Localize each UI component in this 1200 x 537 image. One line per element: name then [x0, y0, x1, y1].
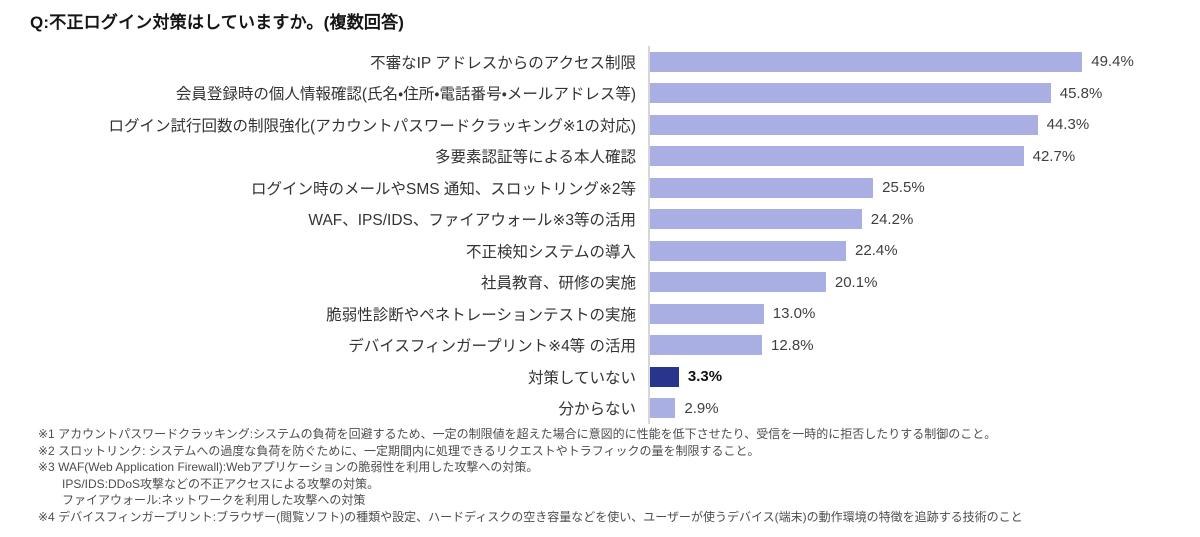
category-label: 多要素認証等による本人確認 — [434, 149, 636, 167]
bar-track: 12.8% — [648, 329, 1200, 361]
category-label: 不正検知システムの導入 — [465, 243, 636, 261]
bar-track: 20.1% — [648, 266, 1200, 298]
footnote-line: ※3 WAF(Web Application Firewall):Webアプリケ… — [38, 460, 539, 474]
category-label: 分からない — [558, 401, 636, 419]
value-label: 45.8% — [1059, 84, 1103, 102]
bar-track: 3.3% — [648, 361, 1200, 393]
bar-track: 24.2% — [648, 203, 1200, 235]
value-label: 13.0% — [772, 305, 816, 323]
bar-track: 42.7% — [648, 140, 1200, 172]
bar — [650, 272, 826, 293]
category-label: 会員登録時の個人情報確認(氏名・住所・電話番号・メールアドレス等) — [175, 86, 636, 104]
bar — [650, 146, 1024, 167]
bar-track: 25.5% — [648, 172, 1200, 204]
chart-row: 分からない 2.9% — [0, 392, 1200, 424]
value-label: 42.7% — [1032, 147, 1076, 165]
bar — [650, 83, 1051, 104]
bar-track: 22.4% — [648, 235, 1200, 267]
bar — [650, 398, 676, 419]
value-label: 49.4% — [1091, 53, 1134, 71]
chart-row: 対策していない 3.3% — [0, 361, 1200, 393]
footnote-line: ※2 スロットリンク: システムへの過度な負荷を防ぐために、一定期間内に処理でき… — [38, 443, 760, 458]
chart-row: ログイン時のメールやSMS 通知、スロットリング※2等 25.5% — [0, 172, 1200, 204]
chart-row: 社員教育、研修の実施 20.1% — [0, 266, 1200, 298]
category-label: 対策していない — [527, 369, 636, 387]
bar-track: 45.8% — [648, 77, 1200, 109]
bar — [650, 335, 762, 356]
bar-chart: 不審なIP アドレスからのアクセス制限 49.4% 会員登録時の個人情報確認(氏名・… — [0, 46, 1200, 424]
value-label: 44.3% — [1046, 116, 1090, 134]
category-label: ログイン試行回数の制限強化(アカウントパスワードクラッキング※1の対応) — [108, 117, 636, 135]
category-label: ログイン時のメールやSMS 通知、スロットリング※2等 — [250, 180, 636, 198]
chart-row: 不審なIP アドレスからのアクセス制限 49.4% — [0, 46, 1200, 78]
chart-row: 多要素認証等による本人確認 42.7% — [0, 140, 1200, 172]
category-label: WAF、IPS/IDS、ファイアウォール※3等の活用 — [308, 212, 636, 230]
value-label: 25.5% — [882, 179, 925, 197]
footnotes: ※1 アカウントパスワードクラッキング:システムの負荷を回避するため、一定の制限… — [38, 426, 1190, 525]
bar-track: 13.0% — [648, 298, 1200, 330]
chart-row: 不正検知システムの導入 22.4% — [0, 235, 1200, 267]
chart-row: ログイン試行回数の制限強化(アカウントパスワードクラッキング※1の対応) 44.3… — [0, 109, 1200, 141]
value-label: 3.3% — [687, 368, 723, 386]
value-label: 24.2% — [870, 210, 914, 228]
bar-track: 49.4% — [648, 46, 1200, 78]
question-title: Q:不正ログイン対策はしていますか。(複数回答) — [30, 13, 405, 32]
bar-emphasized — [650, 366, 679, 387]
chart-row: 脆弱性診断やペネトレーションテストの実施 13.0% — [0, 298, 1200, 330]
value-label: 22.4% — [855, 242, 898, 260]
value-label: 20.1% — [834, 273, 878, 291]
footnote-line: IPS/IDS:DDoS攻撃などの不正アクセスによる攻撃の対策。 — [62, 476, 380, 491]
footnote-line: ※1 アカウントパスワードクラッキング:システムの負荷を回避するため、一定の制限… — [38, 427, 997, 441]
footnote-line: ※4 デバイスフィンガープリント:ブラウザー(閲覧ソフト)の種類や設定、ハードデ… — [38, 509, 1023, 524]
category-label: デバイスフィンガープリント※4等 の活用 — [348, 338, 636, 356]
bar — [650, 240, 846, 261]
footnote-line: ファイアウォール:ネットワークを利用した攻撃への対策 — [62, 493, 366, 507]
chart-row: WAF、IPS/IDS、ファイアウォール※3等の活用 24.2% — [0, 203, 1200, 235]
category-label: 脆弱性診断やペネトレーションテストの実施 — [326, 306, 636, 324]
value-label: 2.9% — [684, 399, 719, 417]
value-label: 12.8% — [771, 336, 814, 354]
bar — [650, 51, 1083, 72]
bar — [650, 114, 1038, 135]
bar — [650, 303, 764, 324]
chart-row: 会員登録時の個人情報確認(氏名・住所・電話番号・メールアドレス等) 45.8% — [0, 77, 1200, 109]
category-label: 不審なIP アドレスからのアクセス制限 — [370, 54, 636, 72]
bar-track: 2.9% — [648, 392, 1200, 424]
category-label: 社員教育、研修の実施 — [480, 275, 636, 293]
bar-track: 44.3% — [648, 109, 1200, 141]
bar — [650, 209, 862, 230]
chart-row: デバイスフィンガープリント※4等 の活用 12.8% — [0, 329, 1200, 361]
bar — [650, 177, 874, 198]
